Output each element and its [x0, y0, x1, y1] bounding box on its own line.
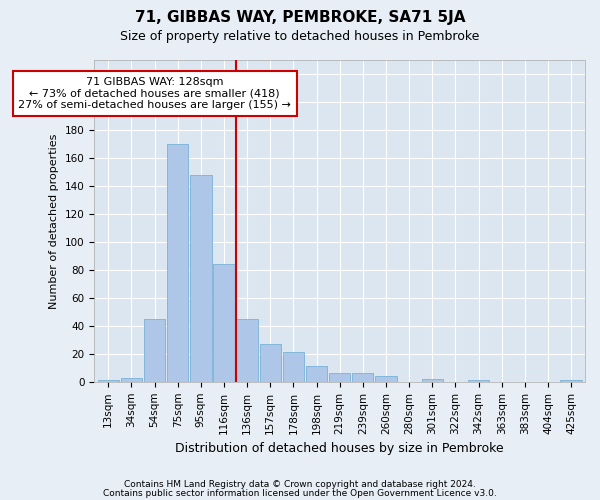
Bar — [167, 144, 188, 382]
Text: 71 GIBBAS WAY: 128sqm
← 73% of detached houses are smaller (418)
27% of semi-det: 71 GIBBAS WAY: 128sqm ← 73% of detached … — [18, 77, 291, 110]
Bar — [121, 378, 142, 382]
Text: Contains HM Land Registry data © Crown copyright and database right 2024.: Contains HM Land Registry data © Crown c… — [124, 480, 476, 489]
Bar — [283, 352, 304, 382]
Bar — [306, 366, 327, 382]
X-axis label: Distribution of detached houses by size in Pembroke: Distribution of detached houses by size … — [175, 442, 504, 455]
Text: Contains public sector information licensed under the Open Government Licence v3: Contains public sector information licen… — [103, 488, 497, 498]
Bar — [236, 319, 258, 382]
Bar — [422, 379, 443, 382]
Bar — [560, 380, 582, 382]
Bar — [468, 380, 489, 382]
Text: Size of property relative to detached houses in Pembroke: Size of property relative to detached ho… — [121, 30, 479, 43]
Y-axis label: Number of detached properties: Number of detached properties — [49, 133, 59, 308]
Bar — [260, 344, 281, 382]
Bar — [190, 174, 212, 382]
Bar — [98, 380, 119, 382]
Bar — [214, 264, 235, 382]
Bar — [352, 374, 373, 382]
Bar — [376, 376, 397, 382]
Bar — [329, 374, 350, 382]
Text: 71, GIBBAS WAY, PEMBROKE, SA71 5JA: 71, GIBBAS WAY, PEMBROKE, SA71 5JA — [135, 10, 465, 25]
Bar — [144, 319, 165, 382]
